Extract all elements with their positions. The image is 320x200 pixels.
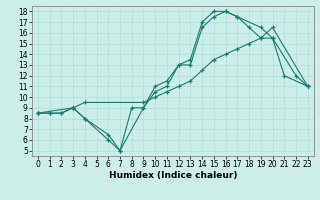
X-axis label: Humidex (Indice chaleur): Humidex (Indice chaleur) [108,171,237,180]
